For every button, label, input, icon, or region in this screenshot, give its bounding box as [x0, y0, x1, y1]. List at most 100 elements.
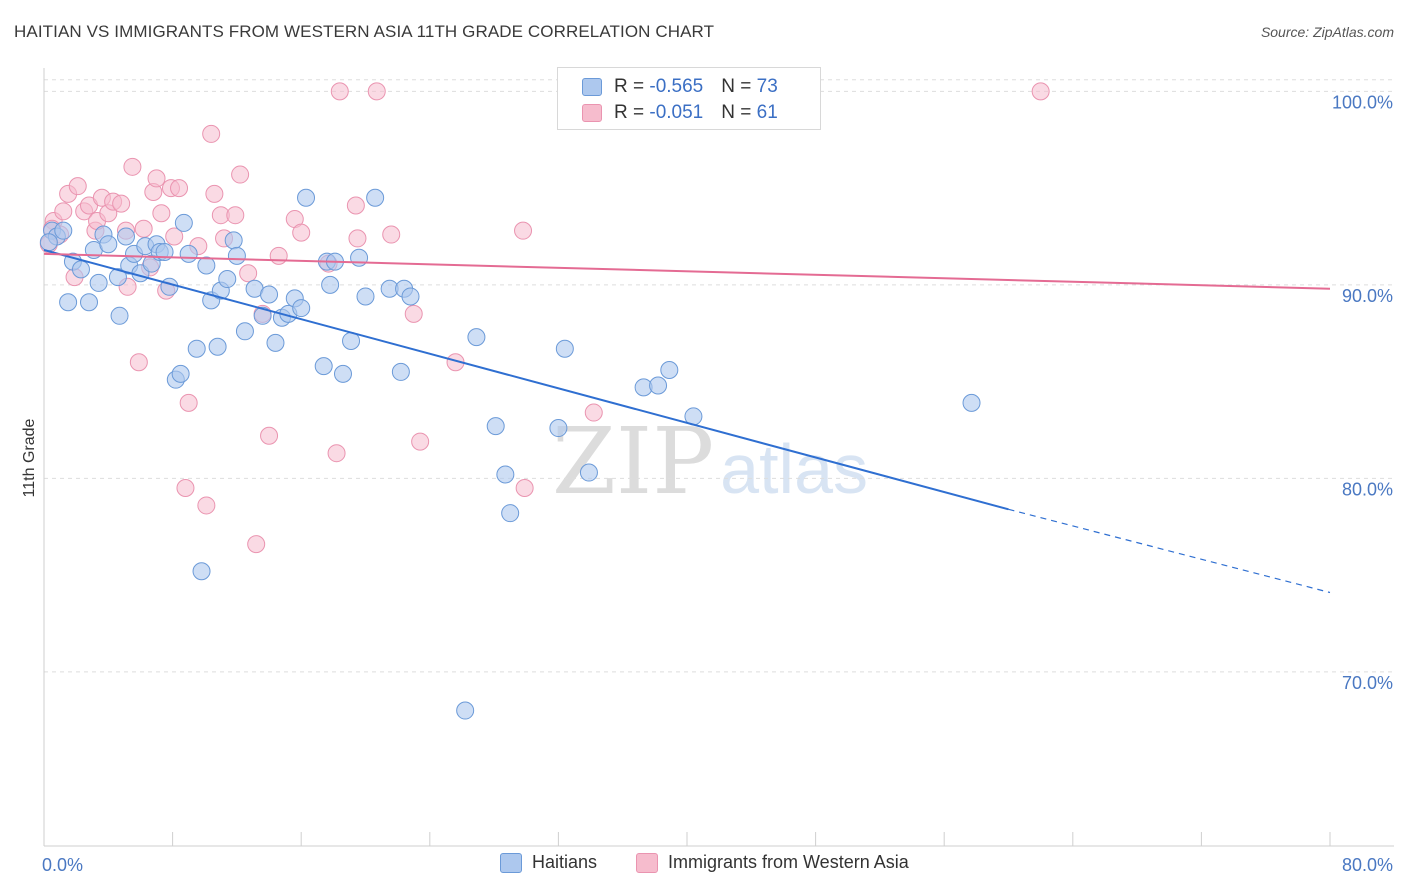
data-point-haitians — [401, 287, 420, 306]
legend-r-label: R = — [614, 102, 650, 123]
data-point-western-asia — [231, 165, 250, 184]
data-point-western-asia — [292, 223, 311, 242]
data-point-haitians — [108, 268, 127, 287]
data-point-haitians — [235, 322, 254, 341]
data-point-western-asia — [147, 169, 166, 188]
data-point-haitians — [314, 357, 333, 376]
data-point-haitians — [486, 417, 505, 436]
data-point-haitians — [227, 246, 246, 265]
data-point-haitians — [467, 328, 486, 347]
data-point-haitians — [224, 231, 243, 250]
data-point-western-asia — [330, 82, 349, 101]
bottom-legend-swatch-pink — [636, 853, 658, 873]
watermark: ZIPatlas — [552, 408, 868, 515]
legend-n-value: 61 — [756, 102, 778, 123]
data-point-haitians — [80, 293, 99, 312]
data-point-haitians — [350, 248, 369, 267]
data-point-haitians — [297, 188, 316, 207]
data-point-haitians — [54, 221, 73, 240]
data-point-haitians — [59, 293, 78, 312]
data-point-western-asia — [411, 432, 430, 451]
data-point-haitians — [99, 235, 118, 254]
y-tick-label: 90.0% — [1342, 286, 1393, 306]
data-point-haitians — [356, 287, 375, 306]
trend-line-haitians — [43, 249, 1009, 511]
source-label: Source: ZipAtlas.com — [1260, 24, 1394, 40]
data-point-western-asia — [197, 496, 216, 515]
data-point-haitians — [391, 362, 410, 381]
correlation-legend: R = -0.565 N = 73 R = -0.051 N = 61 — [557, 67, 821, 130]
data-point-haitians — [89, 273, 108, 292]
data-point-western-asia — [348, 229, 367, 248]
data-point-western-asia — [327, 444, 346, 463]
data-point-western-asia — [269, 246, 288, 265]
legend-swatch-blue — [582, 78, 602, 96]
data-point-western-asia — [1031, 82, 1050, 101]
bottom-legend-swatch-blue — [500, 853, 522, 873]
data-point-haitians — [649, 376, 668, 395]
legend-r-label: R = — [614, 76, 650, 97]
x-tick-label-max: 80.0% — [1342, 855, 1393, 875]
legend-r-value: -0.565 — [649, 76, 704, 97]
data-point-western-asia — [382, 225, 401, 244]
data-point-haitians — [208, 337, 227, 356]
data-point-haitians — [116, 227, 135, 246]
data-point-haitians — [333, 364, 352, 383]
data-point-western-asia — [515, 479, 534, 498]
data-point-western-asia — [514, 221, 533, 240]
trend-line-haitians-extension — [1008, 508, 1331, 594]
data-point-haitians — [266, 333, 285, 352]
legend-n-label: N = — [721, 76, 757, 97]
x-tick-label-min: 0.0% — [42, 855, 83, 875]
data-point-western-asia — [54, 202, 73, 221]
data-point-western-asia — [247, 535, 266, 554]
data-point-western-asia — [134, 219, 153, 238]
data-point-haitians — [218, 270, 237, 289]
data-point-western-asia — [404, 304, 423, 323]
data-point-haitians — [549, 419, 568, 438]
watermark-zip: ZIP — [552, 408, 715, 515]
data-point-haitians — [197, 256, 216, 275]
data-point-haitians — [71, 260, 90, 279]
data-point-haitians — [187, 339, 206, 358]
y-axis-label: 11th Grade — [21, 418, 38, 497]
x-ticks — [43, 832, 1331, 846]
data-point-haitians — [366, 188, 385, 207]
data-point-haitians — [192, 562, 211, 581]
data-point-western-asia — [170, 179, 189, 198]
bottom-legend-label-western-asia: Immigrants from Western Asia — [668, 852, 909, 872]
data-point-haitians — [496, 465, 515, 484]
data-point-haitians — [456, 701, 475, 720]
data-point-haitians — [260, 285, 279, 304]
data-point-western-asia — [239, 264, 258, 283]
y-tick-label: 70.0% — [1342, 673, 1393, 693]
data-point-haitians — [579, 463, 598, 482]
series-western-asia-points — [39, 82, 1050, 554]
data-point-haitians — [179, 244, 198, 263]
axes — [43, 68, 1394, 847]
bottom-legend-label-haitians: Haitians — [532, 852, 598, 872]
data-point-haitians — [39, 233, 58, 252]
y-tick-label: 80.0% — [1342, 479, 1393, 499]
trend-line-western-asia — [43, 252, 1331, 290]
data-point-western-asia — [179, 393, 198, 412]
data-point-haitians — [962, 393, 981, 412]
legend-n-label: N = — [721, 102, 757, 123]
data-point-haitians — [174, 213, 193, 232]
data-point-western-asia — [165, 227, 184, 246]
data-point-haitians — [171, 364, 190, 383]
series-haitians-points — [39, 188, 981, 720]
data-point-haitians — [253, 306, 272, 325]
data-point-western-asia — [123, 157, 142, 176]
chart-title: HAITIAN VS IMMIGRANTS FROM WESTERN ASIA … — [14, 22, 715, 41]
data-point-haitians — [110, 306, 129, 325]
data-point-western-asia — [68, 177, 87, 196]
data-point-western-asia — [226, 206, 245, 225]
data-point-western-asia — [205, 184, 224, 203]
data-point-western-asia — [202, 124, 221, 143]
data-point-haitians — [660, 360, 679, 379]
y-tick-label: 100.0% — [1332, 92, 1393, 112]
data-point-western-asia — [367, 82, 386, 101]
legend-r-value: -0.051 — [649, 102, 704, 123]
